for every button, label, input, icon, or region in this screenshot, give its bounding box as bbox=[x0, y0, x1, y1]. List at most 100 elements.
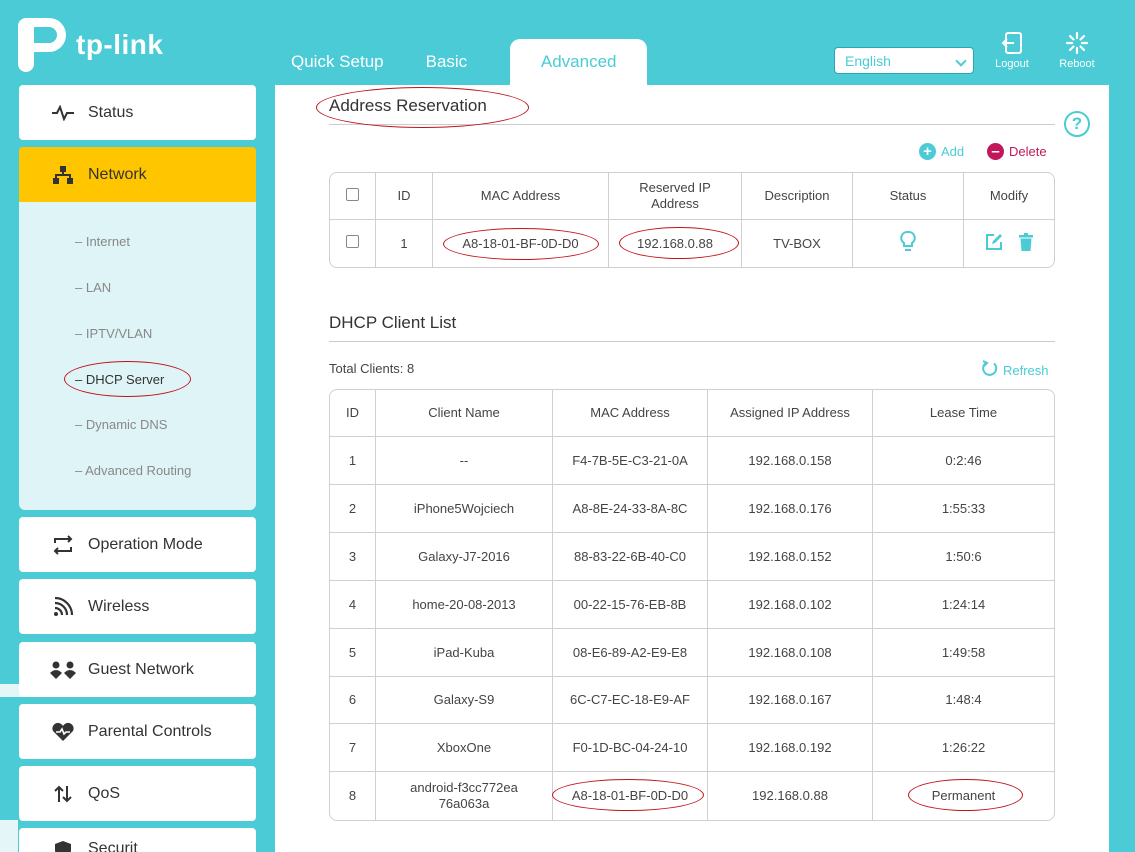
cell-id: 5 bbox=[330, 629, 376, 677]
cell-client-name: iPad-Kuba bbox=[376, 629, 553, 677]
column-header-assigned-ip: Assigned IP Address bbox=[708, 390, 873, 437]
table-row: 3 Galaxy-J7-2016 88-83-22-6B-40-C0 192.1… bbox=[330, 533, 1054, 581]
column-header-id: ID bbox=[330, 390, 376, 437]
tab-quick-setup[interactable]: Quick Setup bbox=[291, 52, 384, 71]
cell-lease: 0:2:46 bbox=[873, 437, 1054, 485]
operation-mode-icon bbox=[49, 534, 77, 555]
select-all-cell bbox=[330, 173, 376, 220]
sidebar-item-network[interactable]: Network bbox=[19, 147, 256, 202]
reboot-button[interactable]: Reboot bbox=[1052, 30, 1102, 70]
sidebar-item-wireless[interactable]: Wireless bbox=[19, 579, 256, 634]
sidebar-subitem-lan[interactable]: – LAN bbox=[75, 280, 112, 295]
table-row: 2 iPhone5Wojciech A8-8E-24-33-8A-8C 192.… bbox=[330, 485, 1054, 533]
refresh-button[interactable]: Refresh bbox=[981, 360, 1049, 380]
column-header-mac: MAC Address bbox=[553, 390, 708, 437]
client-name-text: android-f3cc772ea76a063a bbox=[410, 780, 518, 811]
cell-ip: 192.168.0.88 bbox=[708, 772, 873, 820]
column-header-reserved-ip: Reserved IP Address bbox=[609, 173, 742, 220]
reboot-icon bbox=[1052, 30, 1102, 56]
cell-ip: 192.168.0.152 bbox=[708, 533, 873, 581]
total-clients: Total Clients: 8 bbox=[329, 361, 415, 376]
cell-lease: 1:49:58 bbox=[873, 629, 1054, 677]
cell-mac: 08-E6-89-A2-E9-E8 bbox=[553, 629, 708, 677]
cell-client-name: android-f3cc772ea76a063a bbox=[376, 772, 553, 820]
cell-ip: 192.168.0.88 bbox=[609, 220, 742, 267]
cell-id: 8 bbox=[330, 772, 376, 820]
sidebar-item-qos[interactable]: QoS bbox=[19, 766, 256, 821]
column-header-id: ID bbox=[376, 173, 433, 220]
cell-ip: 192.168.0.167 bbox=[708, 677, 873, 724]
sidebar-item-status[interactable]: Status bbox=[19, 85, 256, 140]
cell-lease: 1:55:33 bbox=[873, 485, 1054, 533]
cell-modify bbox=[964, 220, 1054, 267]
column-header-lease-time: Lease Time bbox=[873, 390, 1054, 437]
sidebar-subitem-advanced-routing[interactable]: – Advanced Routing bbox=[75, 463, 192, 478]
row-select-cell bbox=[330, 220, 376, 267]
table-row: 4 home-20-08-2013 00-22-15-76-EB-8B 192.… bbox=[330, 581, 1054, 629]
cell-mac: A8-8E-24-33-8A-8C bbox=[553, 485, 708, 533]
tp-link-logo-icon bbox=[18, 18, 66, 72]
column-header-client-name: Client Name bbox=[376, 390, 553, 437]
logout-button[interactable]: Logout bbox=[987, 30, 1037, 70]
sidebar-item-parental-controls[interactable]: Parental Controls bbox=[19, 704, 256, 759]
table-row: 8 android-f3cc772ea76a063a A8-18-01-BF-0… bbox=[330, 772, 1054, 820]
cell-id: 1 bbox=[330, 437, 376, 485]
cell-id: 4 bbox=[330, 581, 376, 629]
cell-mac: A8-18-01-BF-0D-D0 bbox=[433, 220, 609, 267]
sidebar-subitem-dhcp-server[interactable]: – DHCP Server bbox=[75, 372, 165, 387]
delete-button[interactable]: – Delete bbox=[987, 143, 1047, 160]
chevron-down-icon bbox=[955, 55, 967, 67]
refresh-label: Refresh bbox=[1003, 362, 1049, 378]
cell-ip: 192.168.0.102 bbox=[708, 581, 873, 629]
trash-icon[interactable] bbox=[1018, 232, 1033, 255]
column-header-modify: Modify bbox=[964, 173, 1054, 220]
sidebar-item-label: Securit bbox=[88, 840, 138, 852]
cell-client-name: XboxOne bbox=[376, 724, 553, 772]
sidebar-subitem-internet[interactable]: – Internet bbox=[75, 234, 130, 249]
help-icon[interactable]: ? bbox=[1064, 111, 1090, 137]
guest-icon bbox=[49, 660, 77, 680]
address-reservation-title: Address Reservation bbox=[329, 96, 487, 115]
sidebar-subitem-iptv-vlan[interactable]: – IPTV/VLAN bbox=[75, 326, 153, 341]
edit-icon[interactable] bbox=[985, 233, 1003, 255]
row-checkbox[interactable] bbox=[346, 235, 359, 248]
sidebar-subitem-dynamic-dns[interactable]: – Dynamic DNS bbox=[75, 417, 168, 432]
dhcp-client-list-title: DHCP Client List bbox=[329, 313, 457, 332]
cell-status bbox=[853, 220, 964, 267]
tab-advanced[interactable]: Advanced bbox=[510, 39, 648, 85]
sidebar-item-operation-mode[interactable]: Operation Mode bbox=[19, 517, 256, 572]
heart-icon bbox=[49, 722, 77, 742]
table-row: 1 A8-18-01-BF-0D-D0 192.168.0.88 TV-BOX bbox=[330, 220, 1054, 267]
table-row: 7 XboxOne F0-1D-BC-04-24-10 192.168.0.19… bbox=[330, 724, 1054, 772]
cell-mac: F4-7B-5E-C3-21-0A bbox=[553, 437, 708, 485]
tab-basic[interactable]: Basic bbox=[425, 52, 468, 71]
cell-ip: 192.168.0.108 bbox=[708, 629, 873, 677]
cell-ip: 192.168.0.158 bbox=[708, 437, 873, 485]
sidebar-item-guest-network[interactable]: Guest Network bbox=[19, 642, 256, 697]
reservation-table: ID MAC Address Reserved IP Address Descr… bbox=[329, 172, 1055, 268]
table-row: 5 iPad-Kuba 08-E6-89-A2-E9-E8 192.168.0.… bbox=[330, 629, 1054, 677]
cell-client-name: Galaxy-S9 bbox=[376, 677, 553, 724]
cell-lease: 1:50:6 bbox=[873, 533, 1054, 581]
language-select[interactable]: English bbox=[834, 47, 974, 74]
network-icon bbox=[49, 165, 77, 185]
cell-id: 7 bbox=[330, 724, 376, 772]
sidebar-item-label: Guest Network bbox=[88, 660, 194, 678]
sidebar-item-security[interactable]: Securit bbox=[19, 828, 256, 852]
bulb-icon[interactable] bbox=[900, 230, 916, 258]
cell-ip: 192.168.0.176 bbox=[708, 485, 873, 533]
add-button[interactable]: + Add bbox=[919, 143, 964, 160]
cell-id: 6 bbox=[330, 677, 376, 724]
network-submenu bbox=[19, 202, 256, 510]
cell-lease: 1:24:14 bbox=[873, 581, 1054, 629]
cell-lease: Permanent bbox=[931, 788, 996, 803]
sidebar-item-label: Parental Controls bbox=[88, 722, 212, 740]
add-label: Add bbox=[941, 144, 965, 159]
logout-label: Logout bbox=[995, 58, 1029, 70]
select-all-checkbox[interactable] bbox=[346, 187, 359, 201]
cell-mac: 6C-C7-EC-18-E9-AF bbox=[553, 677, 708, 724]
section-divider bbox=[329, 341, 1055, 342]
shield-icon bbox=[49, 840, 77, 852]
sidebar-item-label: Status bbox=[88, 103, 134, 121]
table-row: 1 -- F4-7B-5E-C3-21-0A 192.168.0.158 0:2… bbox=[330, 437, 1054, 485]
